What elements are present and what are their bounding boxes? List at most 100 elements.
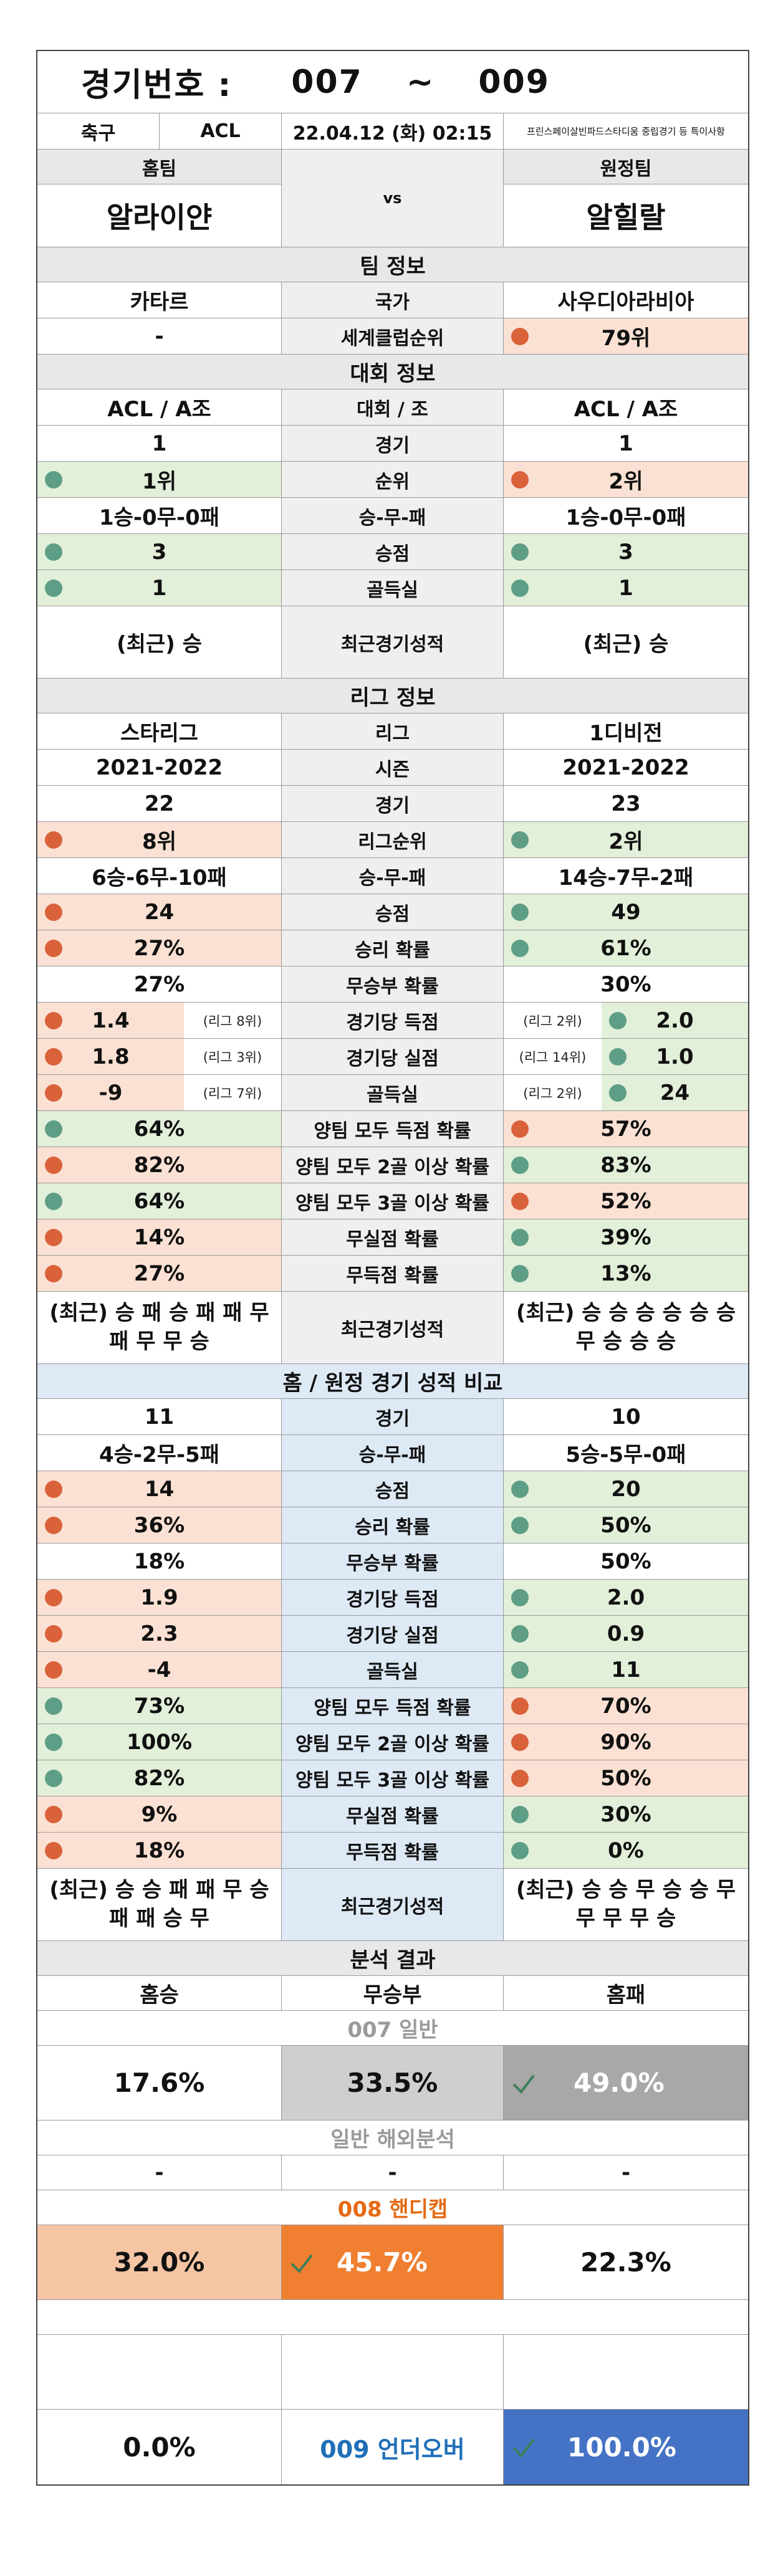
higher-indicator-icon [511,939,529,957]
stat-label: 무승부 확률 [282,966,504,1002]
sport-cell: 축구 [37,113,160,149]
lower-indicator-icon [45,1805,62,1823]
stat-label: 승-무-패 [282,1435,504,1471]
home-value: 9% [37,1796,282,1832]
stat-label: 경기당 실점 [282,1039,504,1074]
away-value: 10 [611,1404,641,1429]
away-value: ACL / A조 [574,397,678,422]
analysis-header: 분석 결과 [350,1948,436,1973]
stat-label: 양팀 모두 득점 확률 [282,1111,504,1147]
stat-label: 무득점 확률 [282,1833,504,1868]
overseas-analysis-label: 일반 해외분석 [330,2127,455,2152]
g007-home-win-pct: 17.6% [37,2046,282,2120]
stat-label: 리그 [282,713,504,749]
home-value: 36% [37,1507,282,1543]
away-league-rank: (리그 14위) [504,1039,602,1074]
teams-block: 홈팀 알라이얀 vs 원정팀 알힐랄 [37,150,748,247]
g008-home-loss-pct: 22.3% [580,2247,671,2278]
away-value: 23 [611,791,641,816]
stat-label: 최근경기성적 [282,606,504,678]
away-team-name: 알힐랄 [586,201,666,234]
g008-draw-pct: 45.7% [282,2225,504,2299]
stat-label: 순위 [282,462,504,497]
away-value: 50% [504,1760,748,1796]
lower-indicator-icon [45,1516,62,1534]
away-recent-form: (최근) 승 승 승 승 승 승 무 승 승 승 [516,1300,736,1354]
away-value: 52% [504,1183,748,1219]
away-value: 2021-2022 [562,755,689,780]
league-header: 리그 정보 [350,685,436,710]
away-team-label: 원정팀 [600,158,652,180]
lower-indicator-icon [45,1841,62,1859]
g008-home-win-pct: 32.0% [37,2225,282,2299]
home-team-name: 알라이얀 [106,201,213,234]
stat-label: 경기 [282,786,504,821]
stat-label: 골득실 [282,1075,504,1110]
stat-label: 무실점 확률 [282,1219,504,1255]
stat-label: 국가 [282,282,504,318]
team-info-row: - 세계클럽순위 79위 [37,318,748,355]
higher-indicator-icon [45,1697,62,1715]
away-value: 2위 [504,462,748,497]
home-value: 2.3 [37,1616,282,1651]
away-league-rank: (리그 2위) [504,1075,602,1110]
game-007-label: 007 일반 [347,2018,438,2043]
away-value: 61% [504,930,748,966]
home-value: 1위 [37,462,282,497]
away-value: 0.9 [504,1616,748,1651]
away-value: 50% [504,1507,748,1543]
home-value: 2021-2022 [37,750,282,785]
lower-indicator-icon [45,1011,62,1029]
stat-label: 양팀 모두 득점 확률 [282,1688,504,1724]
stat-label: 승점 [282,1471,504,1507]
blank-cell [282,2335,504,2409]
higher-indicator-icon [511,903,529,921]
g007-home-loss-pct: 49.0% [504,2046,748,2120]
home-recent-form: (최근) 승 패 승 패 패 무 패 무 무 승 [37,1292,282,1363]
blank-cell [37,2335,282,2409]
higher-indicator-icon [511,1264,529,1282]
home-league-rank: (리그 7위) [184,1075,281,1110]
home-value: 14% [37,1219,282,1255]
home-value: -4 [37,1652,282,1687]
lower-indicator-icon [511,1769,529,1787]
away-value: 2위 [504,822,748,857]
stat-label: 승리 확률 [282,1507,504,1543]
match-number-to: 009 [478,63,550,101]
home-value: 3 [37,534,282,570]
check-icon [290,2254,313,2273]
higher-indicator-icon [511,1480,529,1498]
higher-indicator-icon [511,1661,529,1679]
away-value: 50% [600,1548,651,1574]
title-row: 경기번호 : 007 ~ 009 [37,51,748,113]
home-value: 82% [37,1147,282,1183]
stat-label: 경기당 득점 [282,1580,504,1615]
away-recent-form: (최근) 승 승 무 승 승 무 무 무 무 승 [516,1877,736,1931]
higher-indicator-icon [511,579,529,597]
away-value: 20 [504,1471,748,1507]
away-value: 11 [504,1652,748,1687]
higher-indicator-icon [511,1805,529,1823]
higher-indicator-icon [45,543,62,561]
lower-indicator-icon [45,1624,62,1643]
higher-indicator-icon [45,470,62,489]
home-value: 11 [37,1399,282,1434]
higher-indicator-icon [45,1120,62,1138]
away-league-rank: (리그 2위) [504,1003,602,1038]
stat-label: 리그순위 [282,822,504,857]
datetime-cell: 22.04.12 (화) 02:15 [282,113,504,149]
home-away-header: 홈 / 원정 경기 성적 비교 [282,1371,503,1396]
lower-indicator-icon [45,1264,62,1282]
home-loss-column: 홈패 [606,1983,646,2008]
away-value: 1 [504,570,748,606]
home-country: 카타르 [37,282,282,318]
draw-column: 무승부 [282,1976,504,2010]
home-league-rank: (리그 3위) [184,1039,281,1074]
home-value: 14 [37,1471,282,1507]
lower-indicator-icon [45,1588,62,1606]
stat-label: 경기당 득점 [282,1003,504,1038]
home-value: 18% [37,1833,282,1868]
overseas-home: - [37,2155,282,2190]
stat-label: 무실점 확률 [282,1796,504,1832]
game-009-label: 009 언더오버 [282,2410,504,2484]
